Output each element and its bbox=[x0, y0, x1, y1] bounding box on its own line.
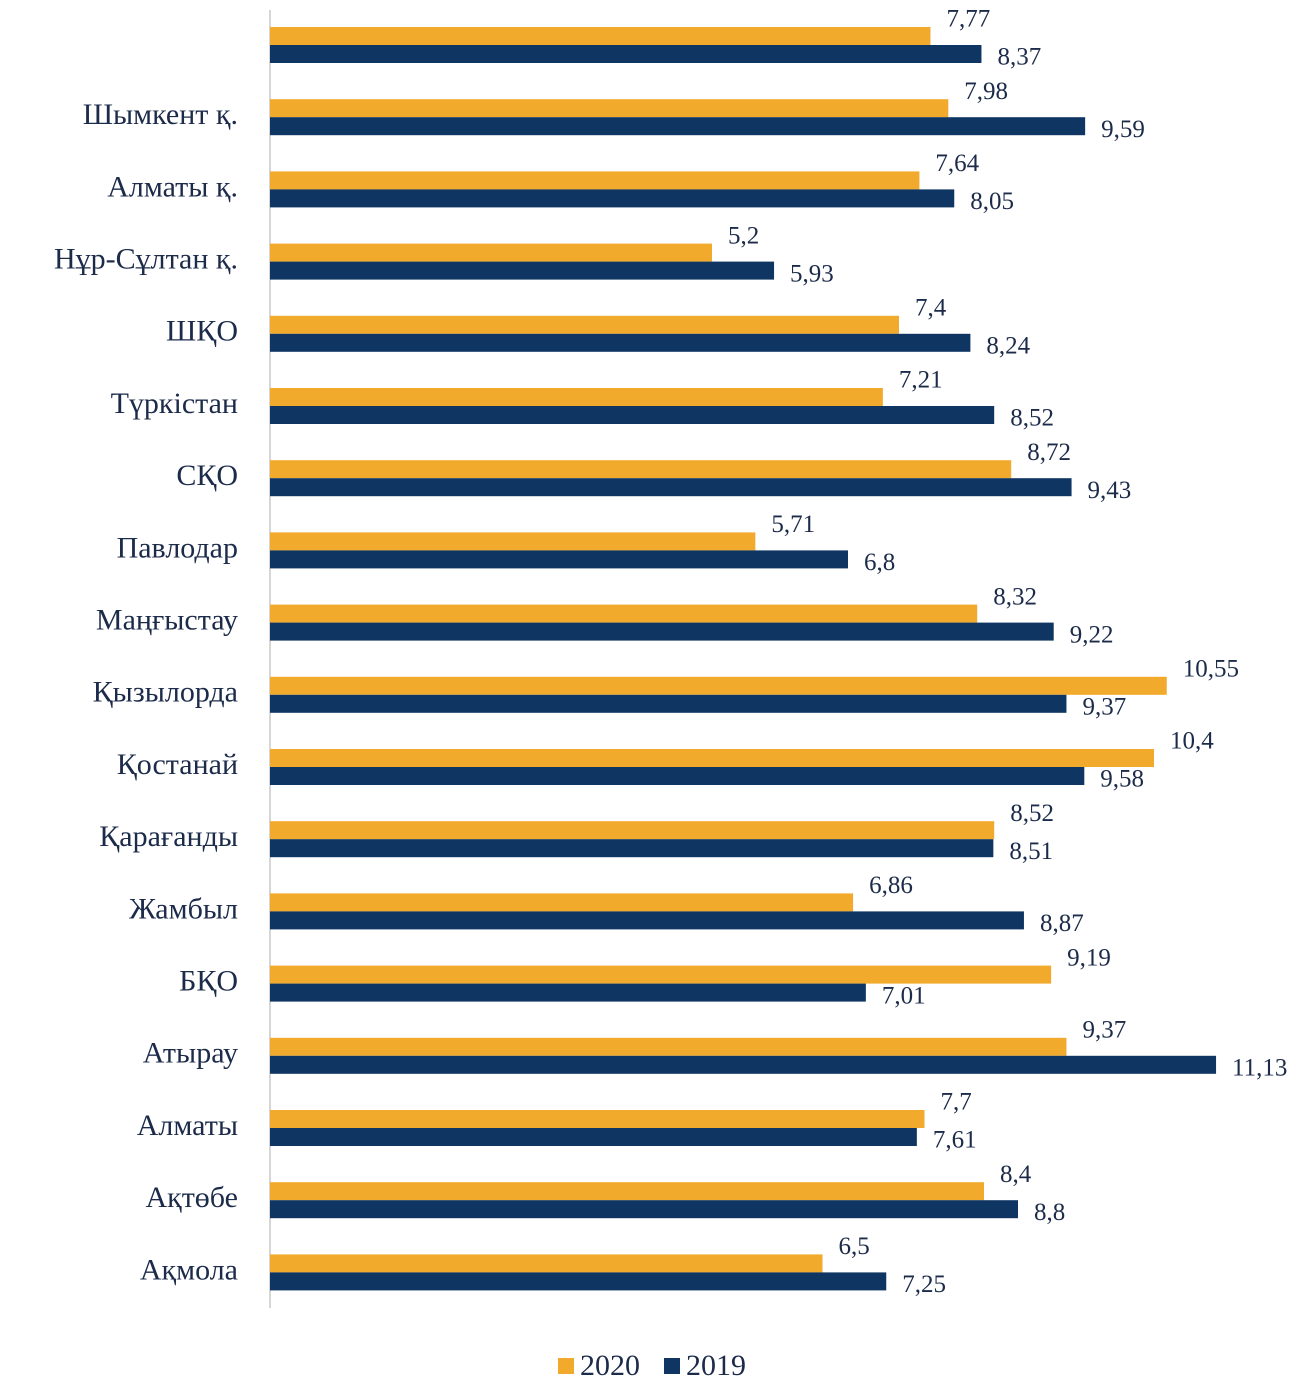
category-label: Қостанай bbox=[117, 748, 238, 781]
bar bbox=[270, 333, 971, 352]
bar bbox=[270, 261, 775, 280]
bar bbox=[270, 821, 995, 840]
bar bbox=[270, 171, 920, 190]
bar bbox=[270, 1182, 984, 1201]
value-label: 8,8 bbox=[1034, 1199, 1065, 1226]
value-label: 9,58 bbox=[1100, 766, 1144, 793]
legend-swatch bbox=[664, 1358, 680, 1374]
value-label: 8,52 bbox=[1010, 405, 1054, 432]
value-label: 5,93 bbox=[790, 260, 834, 287]
bar bbox=[270, 45, 982, 63]
value-label: 7,7 bbox=[941, 1089, 972, 1116]
bar bbox=[270, 1128, 917, 1146]
value-label: 11,13 bbox=[1232, 1055, 1287, 1082]
bar bbox=[270, 189, 955, 208]
bar bbox=[270, 550, 848, 569]
value-label: 7,61 bbox=[933, 1127, 977, 1154]
value-label: 7,25 bbox=[902, 1271, 946, 1298]
value-label: 8,24 bbox=[986, 333, 1030, 360]
bar bbox=[270, 1272, 887, 1291]
category-label: Алматы қ. bbox=[107, 170, 238, 203]
category-label: Қызылорда bbox=[93, 676, 238, 709]
category-label: Ақмола bbox=[140, 1253, 238, 1286]
category-label: БҚО bbox=[179, 964, 238, 997]
bar bbox=[270, 1037, 1067, 1056]
value-label: 10,55 bbox=[1183, 656, 1239, 683]
category-label: Шымкент қ. bbox=[83, 98, 238, 131]
value-label: 7,77 bbox=[946, 6, 990, 33]
value-label: 8,87 bbox=[1040, 910, 1084, 937]
category-label: Маңғыстау bbox=[96, 603, 238, 636]
bar bbox=[270, 315, 899, 334]
value-label: 7,4 bbox=[915, 295, 947, 322]
value-label: 8,72 bbox=[1027, 439, 1071, 466]
bar bbox=[270, 243, 712, 262]
bar bbox=[270, 406, 995, 424]
bar bbox=[270, 911, 1024, 930]
value-label: 8,05 bbox=[970, 188, 1014, 215]
legend-label: 2019 bbox=[686, 1349, 746, 1382]
bar bbox=[270, 1254, 823, 1273]
value-label: 9,22 bbox=[1070, 621, 1114, 648]
category-label: Атырау bbox=[143, 1037, 238, 1070]
bar bbox=[270, 694, 1067, 713]
category-label: Алматы bbox=[137, 1109, 238, 1142]
bar bbox=[270, 99, 949, 118]
value-label: 9,37 bbox=[1082, 1017, 1126, 1044]
value-label: 7,21 bbox=[899, 367, 943, 394]
value-label: 10,4 bbox=[1170, 728, 1214, 755]
value-label: 5,71 bbox=[771, 511, 815, 538]
bar bbox=[270, 983, 866, 1002]
bar bbox=[270, 622, 1054, 641]
category-label: Павлодар bbox=[117, 531, 238, 564]
category-label: ШҚО bbox=[166, 315, 238, 348]
value-label: 7,98 bbox=[964, 78, 1008, 105]
value-label: 8,4 bbox=[1000, 1161, 1032, 1188]
category-label: Қарағанды bbox=[99, 820, 238, 853]
value-label: 7,64 bbox=[935, 150, 979, 177]
bar bbox=[270, 117, 1086, 136]
bar bbox=[270, 532, 756, 551]
value-label: 9,43 bbox=[1088, 477, 1132, 504]
value-label: 8,37 bbox=[997, 44, 1041, 71]
value-label: 9,19 bbox=[1067, 944, 1111, 971]
bar bbox=[270, 460, 1012, 479]
category-label: Жамбыл bbox=[129, 892, 238, 925]
bar bbox=[270, 27, 931, 45]
bar bbox=[270, 676, 1167, 695]
bar bbox=[270, 1055, 1217, 1074]
value-label: 8,51 bbox=[1009, 838, 1053, 865]
bar bbox=[270, 604, 978, 623]
bar bbox=[270, 965, 1052, 984]
value-label: 6,8 bbox=[864, 549, 895, 576]
bar bbox=[270, 893, 854, 912]
value-label: 6,86 bbox=[869, 872, 913, 899]
legend-label: 2020 bbox=[580, 1349, 640, 1382]
bar bbox=[270, 388, 883, 406]
value-label: 9,59 bbox=[1101, 116, 1145, 143]
bar bbox=[270, 839, 994, 858]
bar bbox=[270, 767, 1085, 785]
category-label: Нұр-Сұлтан қ. bbox=[54, 242, 238, 275]
value-label: 9,37 bbox=[1082, 694, 1126, 721]
bar bbox=[270, 1200, 1018, 1219]
bar bbox=[270, 478, 1072, 497]
value-label: 6,5 bbox=[839, 1233, 870, 1260]
value-label: 8,52 bbox=[1010, 800, 1054, 827]
category-label: Ақтөбе bbox=[145, 1181, 238, 1214]
category-label: Түркістан bbox=[111, 387, 238, 420]
bar bbox=[270, 1110, 925, 1128]
value-label: 8,32 bbox=[993, 583, 1037, 610]
bar bbox=[270, 749, 1154, 767]
category-label: СҚО bbox=[176, 459, 238, 492]
legend-swatch bbox=[558, 1358, 574, 1374]
value-label: 5,2 bbox=[728, 222, 759, 249]
value-label: 7,01 bbox=[882, 982, 926, 1009]
